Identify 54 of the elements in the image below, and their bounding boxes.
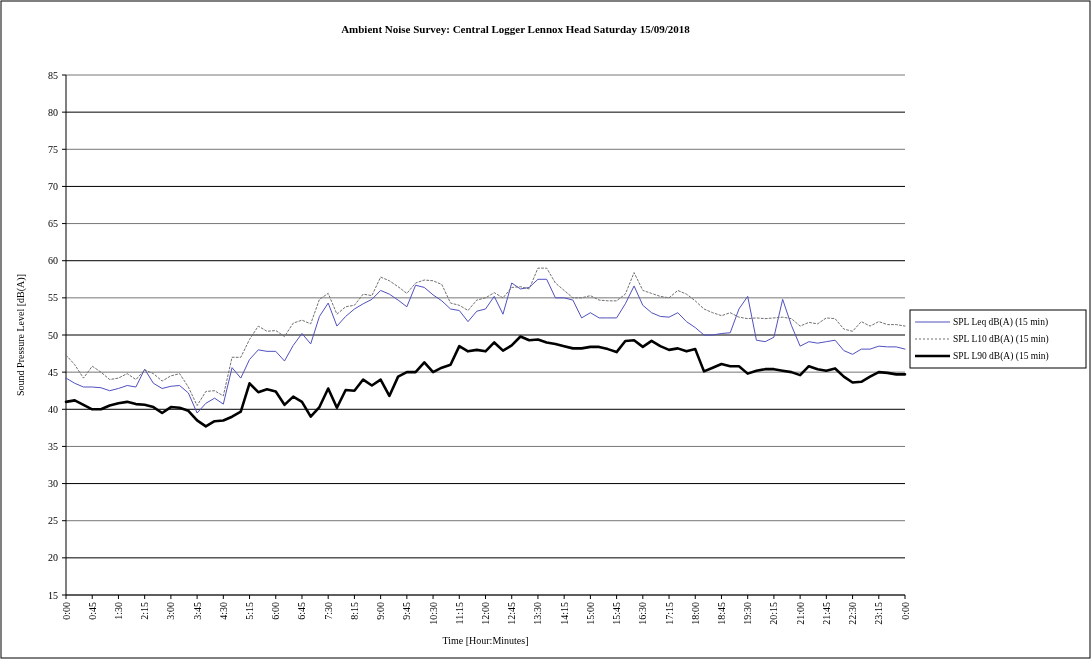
x-tick-label: 16:30 xyxy=(637,602,649,625)
x-tick-label: 15:00 xyxy=(584,602,596,625)
x-tick-label: 0:00 xyxy=(899,602,911,620)
x-tick-label: 8:15 xyxy=(348,602,360,620)
y-tick-label: 65 xyxy=(48,218,58,230)
x-tick-label: 21:00 xyxy=(794,602,806,625)
x-tick-label: 20:15 xyxy=(768,602,780,625)
x-tick-label: 3:45 xyxy=(191,602,203,620)
y-axis-title: Sound Pressure Level [dB(A)] xyxy=(15,274,27,396)
x-tick-label: 6:00 xyxy=(270,602,282,620)
y-tick-label: 55 xyxy=(48,292,58,304)
x-tick-label: 10:30 xyxy=(427,602,439,625)
x-tick-label: 23:15 xyxy=(873,602,885,625)
x-tick-label: 15:45 xyxy=(611,602,623,625)
legend-label: SPL L10 dB(A) (15 min) xyxy=(953,334,1049,346)
x-tick-label: 21:45 xyxy=(820,602,832,625)
x-tick-label: 0:45 xyxy=(86,602,98,620)
y-tick-label: 35 xyxy=(48,440,58,452)
x-tick-label: 9:00 xyxy=(375,602,387,620)
y-tick-label: 70 xyxy=(48,180,58,192)
y-tick-label: 85 xyxy=(48,69,58,81)
x-tick-label: 22:30 xyxy=(847,602,859,625)
legend-label: SPL Leq dB(A) (15 min) xyxy=(953,317,1049,329)
x-tick-label: 13:30 xyxy=(532,602,544,625)
y-tick-label: 30 xyxy=(48,478,58,490)
x-tick-label: 3:00 xyxy=(165,602,177,620)
y-tick-label: 75 xyxy=(48,143,58,155)
y-tick-label: 50 xyxy=(48,329,58,341)
x-tick-label: 17:15 xyxy=(663,602,675,625)
x-tick-label: 5:15 xyxy=(244,602,256,620)
y-tick-label: 80 xyxy=(48,106,58,118)
legend-label: SPL L90 dB(A) (15 min) xyxy=(953,351,1049,363)
x-tick-label: 2:15 xyxy=(139,602,151,620)
x-tick-label: 18:00 xyxy=(689,602,701,625)
chart-title: Ambient Noise Survey: Central Logger Lennox Head Saturday 15/09/2018 xyxy=(341,23,691,35)
x-tick-label: 18:45 xyxy=(715,602,727,625)
x-tick-label: 4:30 xyxy=(217,602,229,620)
x-tick-label: 6:45 xyxy=(296,602,308,620)
y-tick-label: 40 xyxy=(48,403,58,415)
x-axis-title: Time [Hour:Minutes] xyxy=(442,635,529,646)
x-tick-label: 9:45 xyxy=(401,602,413,620)
x-tick-label: 19:30 xyxy=(742,602,754,625)
x-tick-label: 0:00 xyxy=(60,602,72,620)
x-tick-label: 12:00 xyxy=(480,602,491,625)
x-tick-label: 11:15 xyxy=(453,602,465,625)
x-tick-label: 1:30 xyxy=(112,602,124,620)
x-tick-label: 12:45 xyxy=(506,602,518,625)
y-tick-label: 25 xyxy=(48,515,58,527)
y-tick-label: 20 xyxy=(48,552,58,564)
x-tick-label: 14:15 xyxy=(558,602,570,625)
y-tick-label: 45 xyxy=(48,366,58,378)
y-tick-label: 60 xyxy=(48,255,58,267)
y-tick-label: 15 xyxy=(48,589,58,601)
x-tick-label: 7:30 xyxy=(322,602,334,620)
